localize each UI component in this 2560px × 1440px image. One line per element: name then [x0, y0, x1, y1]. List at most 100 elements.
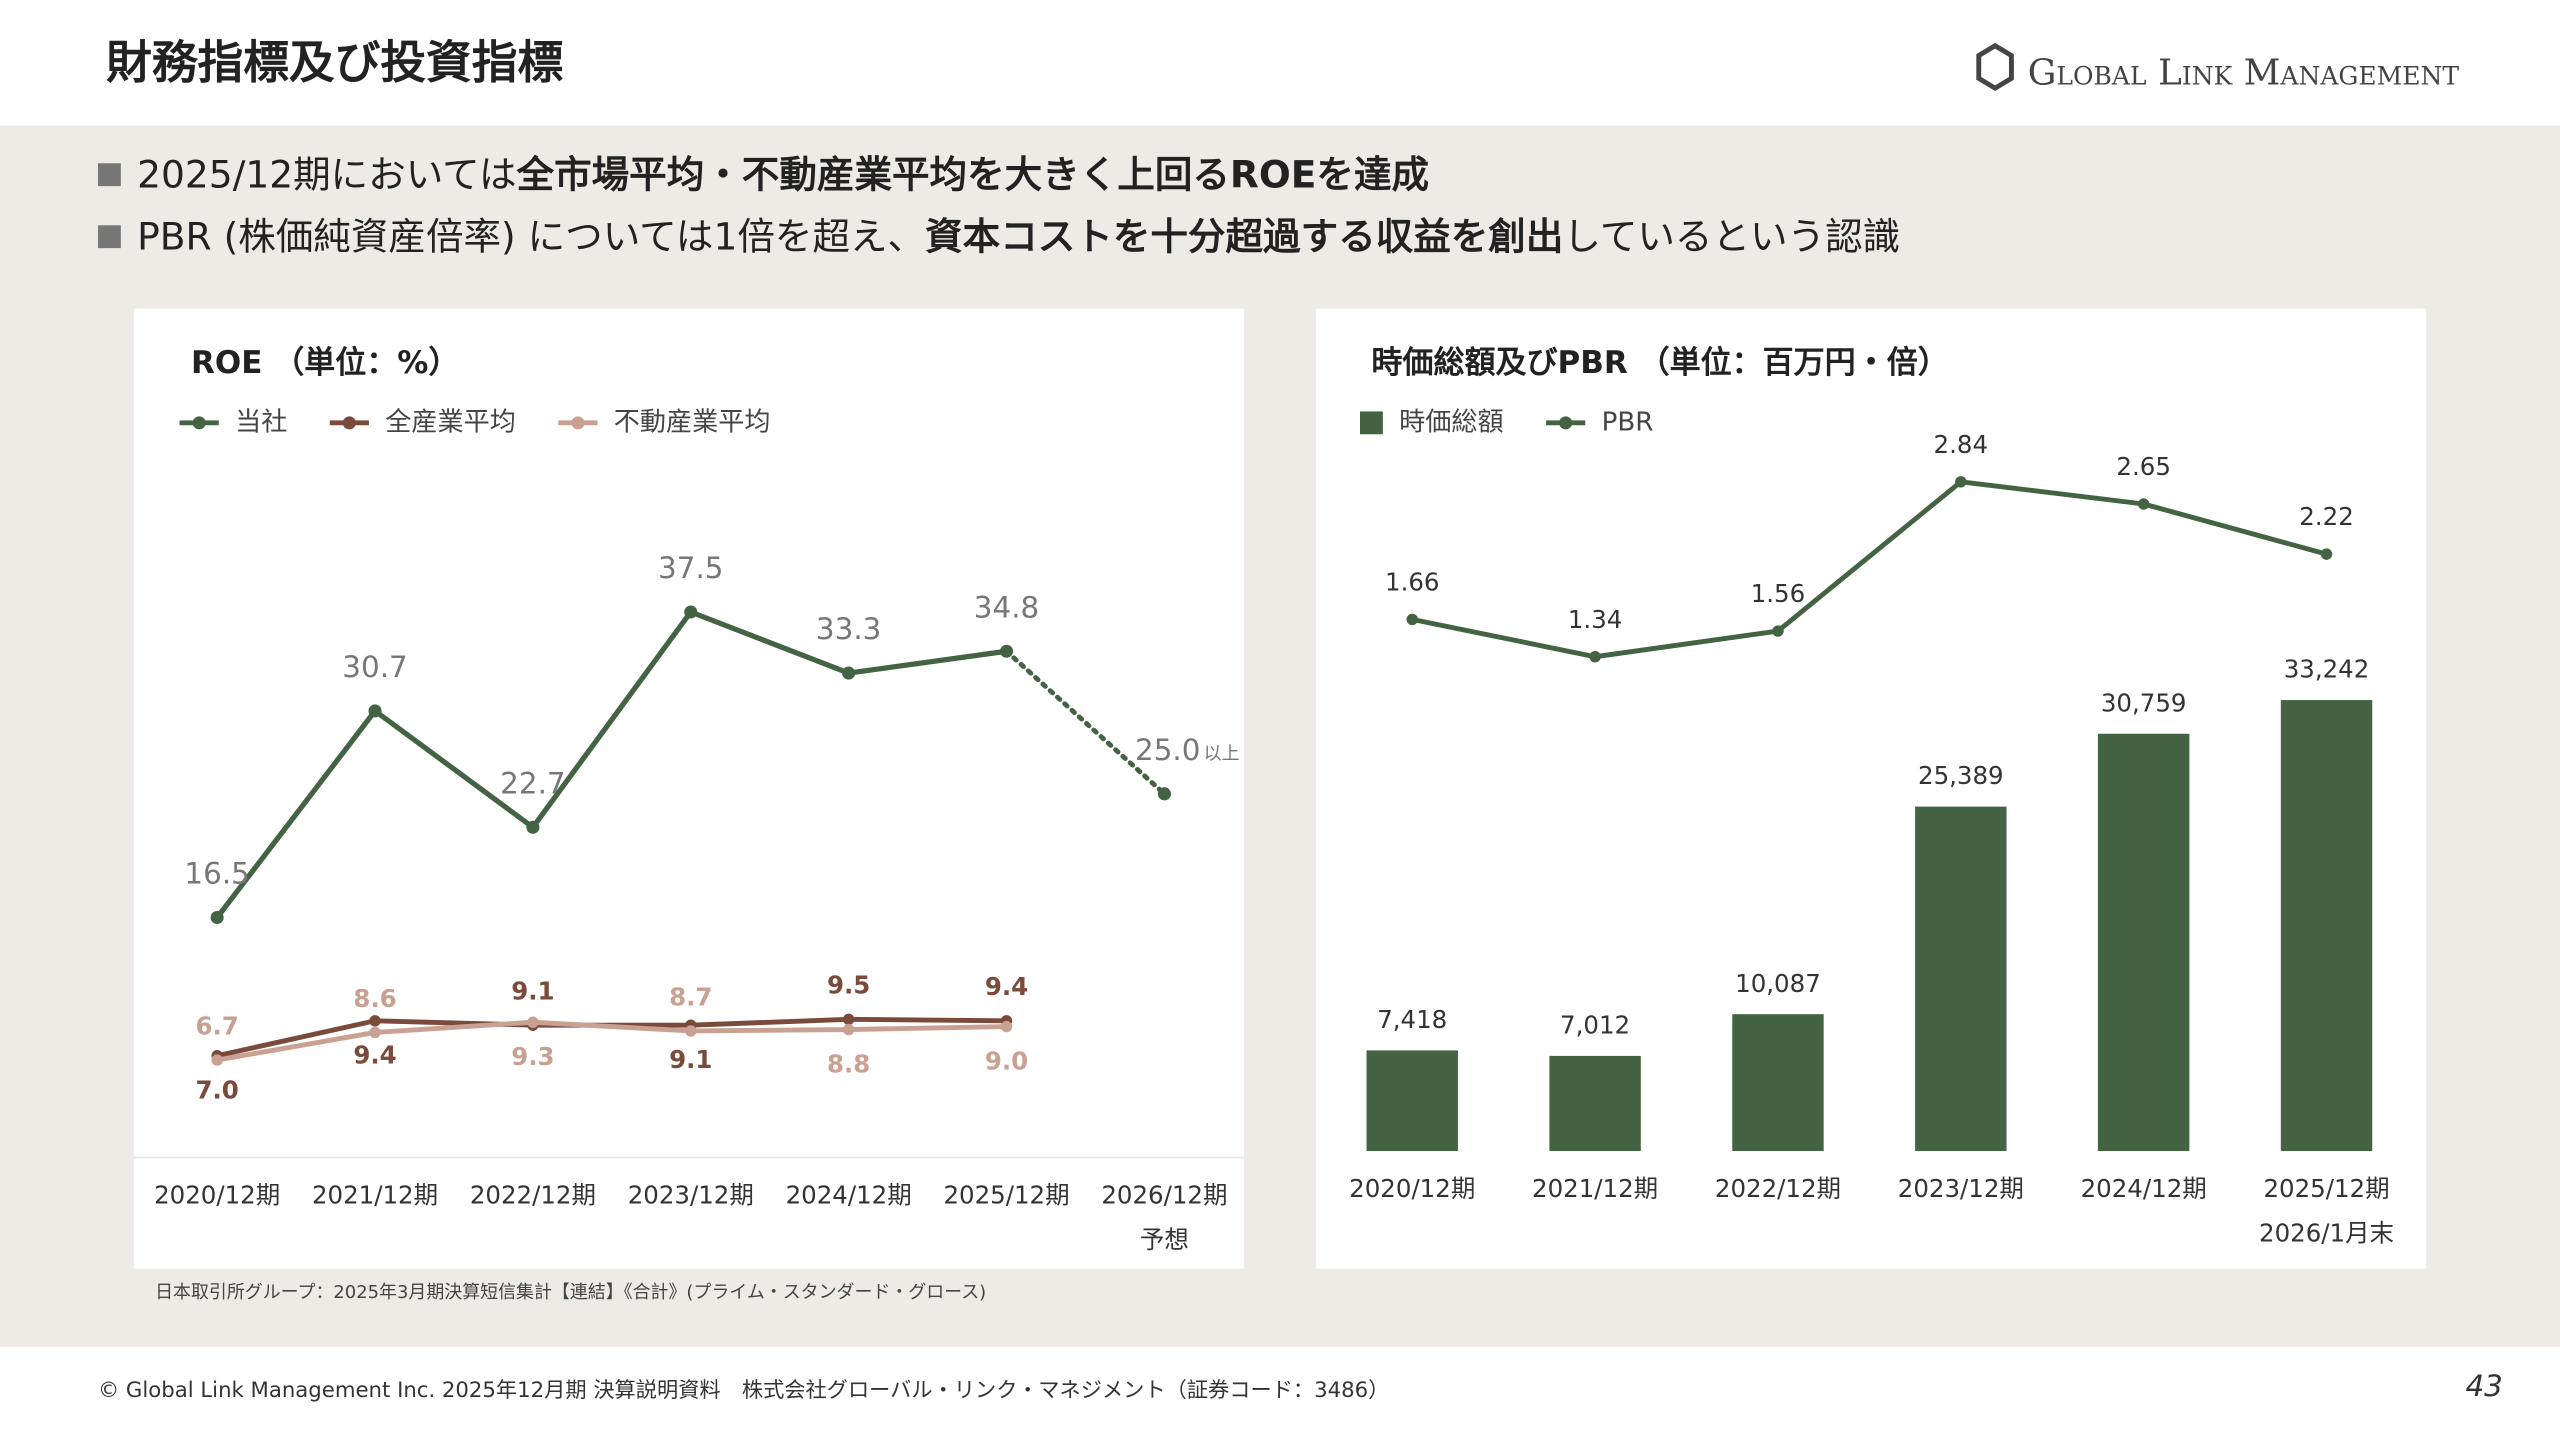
value-label: 16.5 — [184, 857, 249, 891]
value-label: 30,759 — [2101, 688, 2187, 717]
legend-label: 時価総額 — [1399, 407, 1503, 437]
logo: Global Link Management — [1976, 42, 2460, 94]
chart-title: ROE （単位：%） — [191, 345, 459, 381]
bullet-part: 2025/12期においては — [137, 152, 516, 196]
bullet-part: しているという認識 — [1563, 214, 1900, 258]
data-point — [842, 1013, 855, 1026]
legend-label: PBR — [1602, 407, 1654, 437]
value-label: 9.0 — [985, 1047, 1028, 1076]
bullet-text: PBR (株価純資産倍率) については1倍を超え、資本コストを十分超過する収益を… — [137, 214, 1900, 258]
value-label: 2.22 — [2299, 502, 2353, 531]
data-point — [1000, 1020, 1013, 1033]
data-point — [1000, 644, 1014, 658]
bar — [1915, 806, 2007, 1152]
data-point — [1589, 651, 1601, 663]
x-tick-note: 2026/1月末 — [2259, 1218, 2394, 1247]
footer-copyright: © Global Link Management Inc. 2025年12月期 … — [98, 1378, 1389, 1403]
x-tick-label: 2020/12期 — [154, 1181, 280, 1210]
x-tick-label: 2025/12期 — [2263, 1174, 2389, 1203]
value-annotation: 以上 — [1204, 744, 1240, 765]
value-label: 9.1 — [511, 977, 554, 1006]
bullet-part: 資本コストを十分超過する収益を創出 — [925, 214, 1563, 258]
bullet-text: 2025/12期においては全市場平均・不動産業平均を大きく上回るROEを達成 — [137, 152, 1429, 196]
value-label: 8.8 — [827, 1049, 870, 1078]
data-point — [1157, 787, 1171, 801]
value-label: 9.5 — [827, 971, 870, 1000]
x-tick-label: 2024/12期 — [2081, 1174, 2207, 1203]
value-label: 25.0 — [1135, 733, 1200, 767]
data-point — [1406, 613, 1418, 626]
forecast-line — [1004, 648, 1167, 797]
data-point — [684, 605, 698, 619]
data-point — [526, 820, 540, 834]
legend-swatch — [1360, 411, 1383, 435]
value-label: 8.6 — [353, 984, 396, 1013]
value-label: 9.4 — [353, 1041, 396, 1070]
series-line — [216, 1019, 1007, 1063]
value-label: 30.7 — [342, 650, 407, 684]
value-label: 6.7 — [195, 1011, 238, 1040]
legend-dot — [342, 416, 356, 430]
legend-label: 全産業平均 — [385, 407, 516, 437]
x-tick-label: 2020/12期 — [1349, 1174, 1475, 1203]
value-label: 9.4 — [985, 972, 1028, 1001]
x-tick-label: 2021/12期 — [312, 1181, 438, 1210]
data-point — [2137, 498, 2150, 510]
value-label: 8.7 — [669, 982, 712, 1011]
data-point — [842, 1023, 855, 1036]
legend-label: 当社 — [235, 407, 287, 437]
value-label: 9.3 — [511, 1042, 554, 1071]
bar — [2097, 733, 2190, 1152]
panel — [133, 308, 1245, 1269]
bar — [1366, 1050, 1458, 1152]
x-tick-label: 2021/12期 — [1532, 1174, 1658, 1203]
value-label: 37.5 — [658, 551, 723, 585]
bar — [1549, 1055, 1641, 1152]
bullet-marker — [97, 163, 121, 187]
chart-title: 時価総額及びPBR （単位：百万円・倍） — [1371, 345, 1948, 381]
bullet-marker — [97, 225, 121, 249]
value-label: 34.8 — [974, 590, 1039, 624]
value-label: 1.34 — [1568, 605, 1622, 634]
bullet-part: 全市場平均・不動産業平均を大きく上回るROEを達成 — [516, 152, 1430, 196]
value-label: 9.1 — [669, 1045, 712, 1074]
data-point — [2320, 548, 2333, 560]
data-point — [368, 704, 382, 718]
x-tick-label: 2023/12期 — [628, 1181, 754, 1210]
data-point — [842, 666, 856, 680]
value-label: 2.84 — [1934, 430, 1988, 459]
x-tick-label: 2022/12期 — [1715, 1174, 1841, 1203]
legend-label: 不動産業平均 — [614, 407, 771, 437]
source-note: 日本取引所グループ：2025年3月期決算短信集計【連結】《合計》(プライム・スタ… — [155, 1282, 986, 1303]
panel — [1315, 308, 2427, 1269]
x-tick-note: 予想 — [1140, 1225, 1189, 1254]
page-number: 43 — [2465, 1369, 2502, 1403]
x-tick-label: 2026/12期 — [1101, 1181, 1227, 1210]
data-point — [685, 1025, 697, 1037]
data-point — [1955, 476, 1967, 488]
x-tick-label: 2025/12期 — [943, 1181, 1069, 1210]
data-point — [369, 1015, 381, 1027]
x-tick-label: 2022/12期 — [470, 1181, 596, 1210]
value-label: 33.3 — [816, 612, 881, 646]
data-point — [527, 1016, 539, 1028]
value-label: 25,389 — [1918, 761, 2004, 790]
legend-dot — [571, 416, 585, 430]
value-label: 1.56 — [1751, 579, 1805, 608]
logo-text: Global Link Management — [2028, 53, 2460, 94]
bar — [2280, 700, 2373, 1152]
value-label: 33,242 — [2284, 655, 2370, 684]
x-tick-label: 2023/12期 — [1898, 1174, 2024, 1203]
data-point — [1772, 625, 1784, 637]
value-label: 7.0 — [195, 1076, 238, 1105]
legend-dot — [192, 416, 206, 430]
logo-icon — [1976, 42, 2014, 92]
x-tick-label: 2024/12期 — [786, 1181, 912, 1210]
data-point — [210, 910, 224, 925]
series-line — [1411, 479, 2328, 660]
value-label: 1.66 — [1385, 567, 1439, 596]
value-label: 7,418 — [1377, 1005, 1447, 1034]
value-label: 2.65 — [2116, 452, 2170, 481]
page-title: 財務指標及び投資指標 — [106, 36, 563, 89]
